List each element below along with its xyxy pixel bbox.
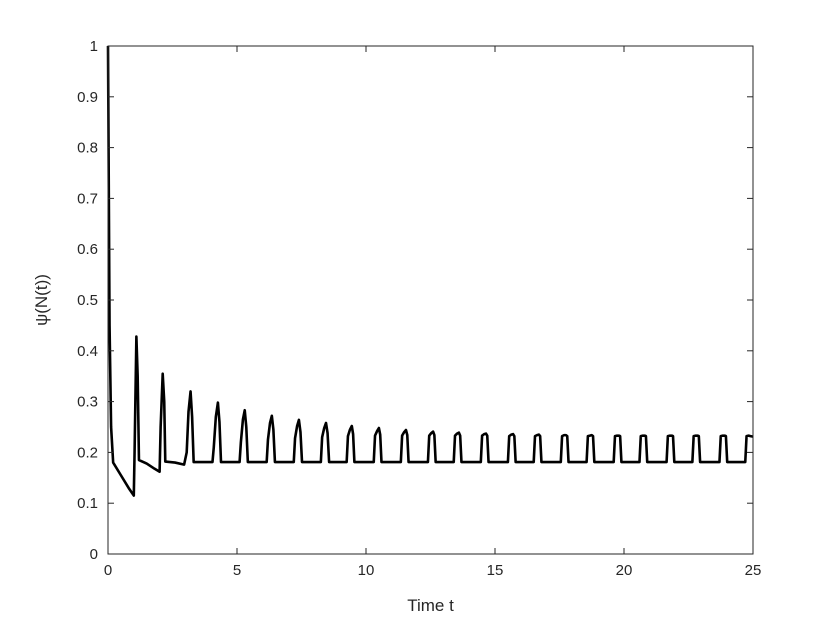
y-tick-label: 0.2 — [77, 444, 98, 461]
y-tick-label: 0.5 — [77, 292, 98, 309]
series-line-0 — [106, 45, 754, 497]
y-tick-label: 0.1 — [77, 495, 98, 512]
x-axis-label: Time t — [407, 596, 454, 615]
plot-area — [108, 46, 753, 554]
x-tick-label: 25 — [745, 562, 762, 579]
y-tick-label: 0.9 — [77, 89, 98, 106]
data-layer — [106, 45, 754, 497]
y-tick-label: 0.8 — [77, 140, 98, 157]
y-axis-label: ψ(N(t)) — [32, 274, 51, 326]
x-tick-label: 20 — [616, 562, 633, 579]
y-tick-label: 0.7 — [77, 190, 98, 207]
y-tick-label: 0.3 — [77, 394, 98, 411]
x-tick-label: 5 — [233, 562, 241, 579]
y-axis-ticks: 0 0.1 0.2 0.3 0.4 0.5 0.6 0.7 0.8 0.9 1 — [77, 38, 753, 563]
y-tick-label: 0.6 — [77, 241, 98, 258]
x-tick-label: 0 — [104, 562, 112, 579]
x-tick-label: 10 — [358, 562, 375, 579]
y-tick-label: 1 — [90, 38, 98, 55]
x-tick-label: 15 — [487, 562, 504, 579]
y-tick-label: 0 — [90, 546, 98, 563]
x-axis-ticks: 0 5 10 15 20 25 — [104, 46, 762, 579]
y-tick-label: 0.4 — [77, 343, 98, 360]
